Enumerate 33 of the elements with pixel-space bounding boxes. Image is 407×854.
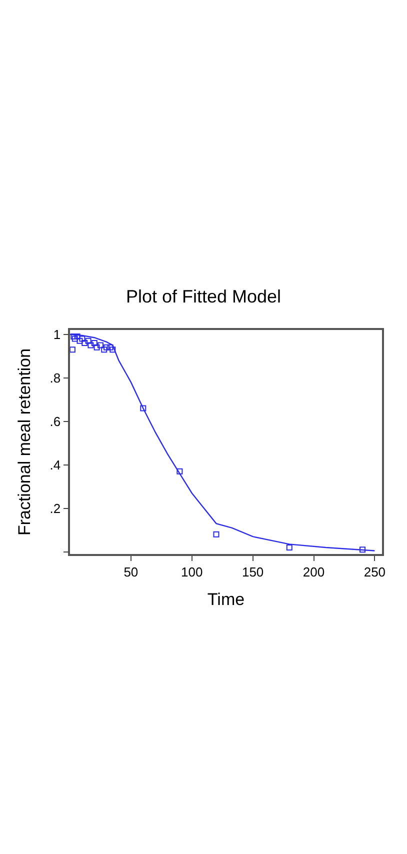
- y-tick-label: .8: [50, 370, 61, 386]
- y-tick-label: .2: [50, 500, 61, 516]
- x-tick-label: 250: [364, 564, 386, 580]
- point: [76, 338, 83, 344]
- point: [72, 336, 78, 342]
- x-tick-label: 50: [124, 564, 138, 580]
- point: [107, 344, 114, 350]
- point: [70, 346, 76, 353]
- point: [97, 342, 104, 348]
- x-tick-label: 150: [242, 564, 264, 580]
- y-tick-label: .4: [50, 457, 61, 472]
- point: [176, 468, 183, 474]
- x-tick-label: 200: [302, 564, 325, 580]
- point: [104, 344, 110, 350]
- point: [101, 346, 108, 353]
- point: [140, 405, 146, 412]
- point: [286, 544, 292, 550]
- point: [82, 340, 88, 346]
- y-axis-title: Fractional meal retention: [14, 348, 34, 536]
- line-series: [70, 334, 376, 552]
- point: [213, 531, 220, 538]
- chart-title: Plot of Fitted Model: [126, 286, 282, 307]
- x-axis-title: Time: [207, 590, 245, 610]
- y-tick-label: .6: [50, 414, 61, 429]
- point: [360, 546, 366, 553]
- point: [94, 344, 100, 350]
- point: [91, 340, 98, 346]
- point: [85, 338, 92, 344]
- point: [88, 342, 94, 348]
- point: [79, 336, 86, 342]
- y-tick-label: 1: [53, 326, 61, 342]
- x-tick-label: 100: [181, 564, 203, 580]
- point: [110, 346, 116, 353]
